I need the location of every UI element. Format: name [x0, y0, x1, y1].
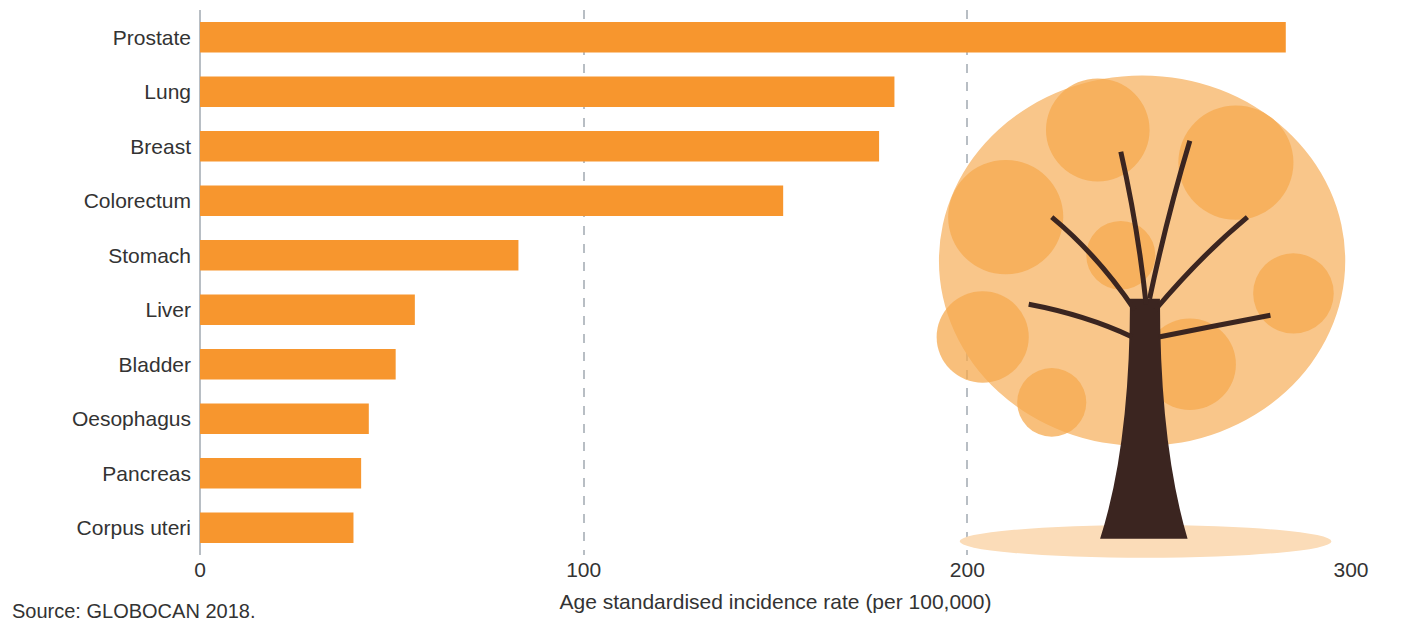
svg-text:Bladder: Bladder [119, 353, 191, 376]
svg-text:Stomach: Stomach [108, 244, 191, 267]
svg-text:0: 0 [194, 558, 206, 581]
svg-text:300: 300 [1333, 558, 1368, 581]
svg-text:200: 200 [950, 558, 985, 581]
svg-text:Colorectum: Colorectum [84, 189, 191, 212]
svg-text:Oesophagus: Oesophagus [72, 407, 191, 430]
svg-text:100: 100 [566, 558, 601, 581]
svg-text:Prostate: Prostate [113, 26, 191, 49]
svg-text:Lung: Lung [144, 80, 191, 103]
svg-text:Pancreas: Pancreas [102, 462, 191, 485]
svg-text:Age standardised incidence rat: Age standardised incidence rate (per 100… [560, 590, 992, 613]
svg-text:Breast: Breast [130, 135, 191, 158]
svg-text:Corpus uteri: Corpus uteri [77, 516, 191, 539]
svg-text:Liver: Liver [145, 298, 191, 321]
svg-text:Source: GLOBOCAN 2018.: Source: GLOBOCAN 2018. [12, 600, 255, 622]
